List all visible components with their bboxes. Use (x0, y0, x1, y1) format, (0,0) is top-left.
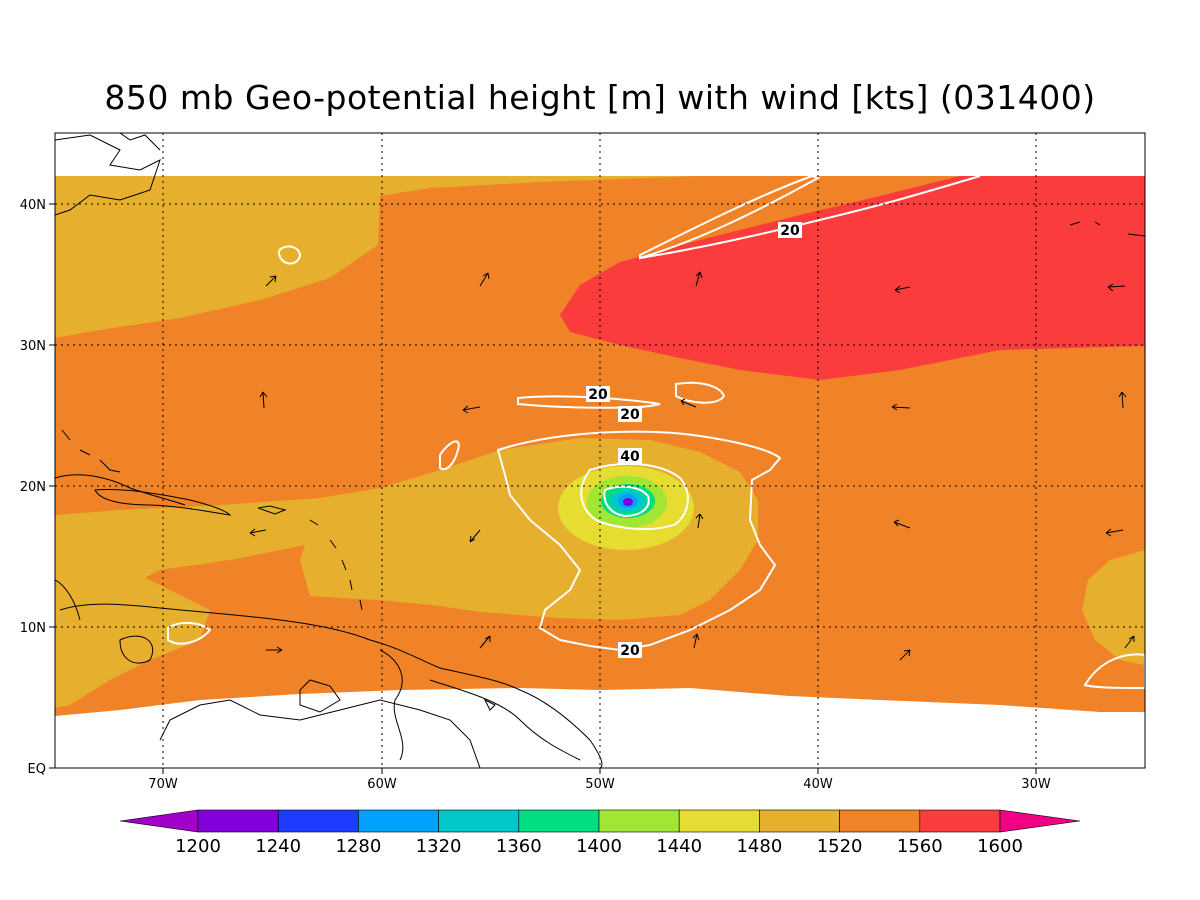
coast-hispaniola (94, 489, 232, 516)
latitude-axis: 40N 30N 20N 10N EQ (20, 198, 55, 777)
colorbar-segment (678, 809, 760, 833)
colorbar-label: 1440 (656, 836, 702, 857)
wind-contour-20-patch2 (675, 381, 726, 404)
coast-puerto-rico (257, 505, 287, 515)
colorbar-segment (358, 809, 439, 833)
lon-label-50w: 50W (585, 777, 615, 792)
colorbar-label: 1600 (977, 836, 1023, 857)
colorbar-segment (759, 809, 840, 833)
colorbar-label: 1360 (496, 836, 542, 857)
lat-label-eq: EQ (28, 762, 46, 777)
wind-contour-20-island (278, 245, 302, 265)
coast-antilles (309, 519, 363, 611)
height-field-1480-1520-southwest (55, 560, 210, 708)
wind-contour-20-left (439, 440, 460, 470)
lon-label-70w: 70W (148, 777, 178, 792)
wind-contour-40 (580, 462, 689, 531)
colorbar-label: 1200 (175, 836, 221, 857)
lon-label-30w: 30W (1021, 777, 1051, 792)
lon-label-40w: 40W (803, 777, 833, 792)
height-field-1480-1520-west (55, 176, 700, 338)
longitude-axis: 70W 60W 50W 40W 30W (148, 768, 1051, 792)
colorbar-overflow-arrow (999, 809, 1081, 833)
contour-label-20-b: 20 (620, 407, 640, 423)
wind-contours (167, 174, 1145, 689)
wind-contour-se (1083, 653, 1145, 689)
coast-north-america (55, 134, 161, 216)
coast-azores (1069, 221, 1145, 237)
colorbar-label: 1240 (255, 836, 301, 857)
wind-contour-60 (603, 485, 650, 518)
graticule (55, 133, 1145, 768)
lat-label-40n: 40N (20, 198, 46, 213)
colorbar-label: 1280 (335, 836, 381, 857)
contour-label-20-north: 20 (780, 223, 800, 239)
contour-labels: 20 20 20 40 20 (586, 222, 802, 659)
lat-label-20n: 20N (20, 480, 46, 495)
height-field-1480-1520-east (1082, 550, 1145, 665)
colorbar-label: 1320 (416, 836, 462, 857)
colorbar-underflow-arrow (119, 809, 199, 833)
wind-contour-20-north (639, 174, 821, 260)
colorbar-label: 1480 (736, 836, 782, 857)
map-plot-area: 20 20 20 40 20 (55, 133, 1145, 768)
colorbar-segment (197, 809, 279, 833)
wind-contour-sw (167, 622, 212, 645)
wind-contour-20-patch (517, 395, 661, 409)
colorbar-segment (919, 809, 1001, 833)
wind-contour-20-ring (496, 430, 782, 652)
height-field-1240-1280 (623, 498, 633, 506)
contour-label-40: 40 (620, 449, 640, 465)
colorbar-segment (438, 809, 520, 833)
chart-title: 850 mb Geo-potential height [m] with win… (104, 78, 1096, 117)
colorbar-label: 1520 (817, 836, 863, 857)
lat-label-10n: 10N (20, 621, 46, 636)
colorbar-label: 1400 (576, 836, 622, 857)
lon-label-60w: 60W (367, 777, 397, 792)
colorbar-segment (839, 809, 921, 833)
contour-label-20-a: 20 (588, 387, 608, 403)
colorbar-label: 1560 (897, 836, 943, 857)
contour-label-20-south: 20 (620, 643, 640, 659)
colorbar-segment (277, 809, 359, 833)
coast-south-america (59, 603, 603, 768)
lat-label-30n: 30N (20, 339, 46, 354)
coast-bahamas (61, 429, 121, 473)
colorbar-segment (598, 809, 680, 833)
colorbar-segment (518, 809, 600, 833)
coastlines (55, 133, 1145, 768)
wind-vectors (249, 271, 1135, 661)
coast-cuba (55, 474, 186, 506)
height-field-1560-1600 (560, 176, 1145, 380)
colorbar: 1200 1240 1280 1320 1360 1400 1440 1480 1520 1560… (119, 809, 1081, 857)
